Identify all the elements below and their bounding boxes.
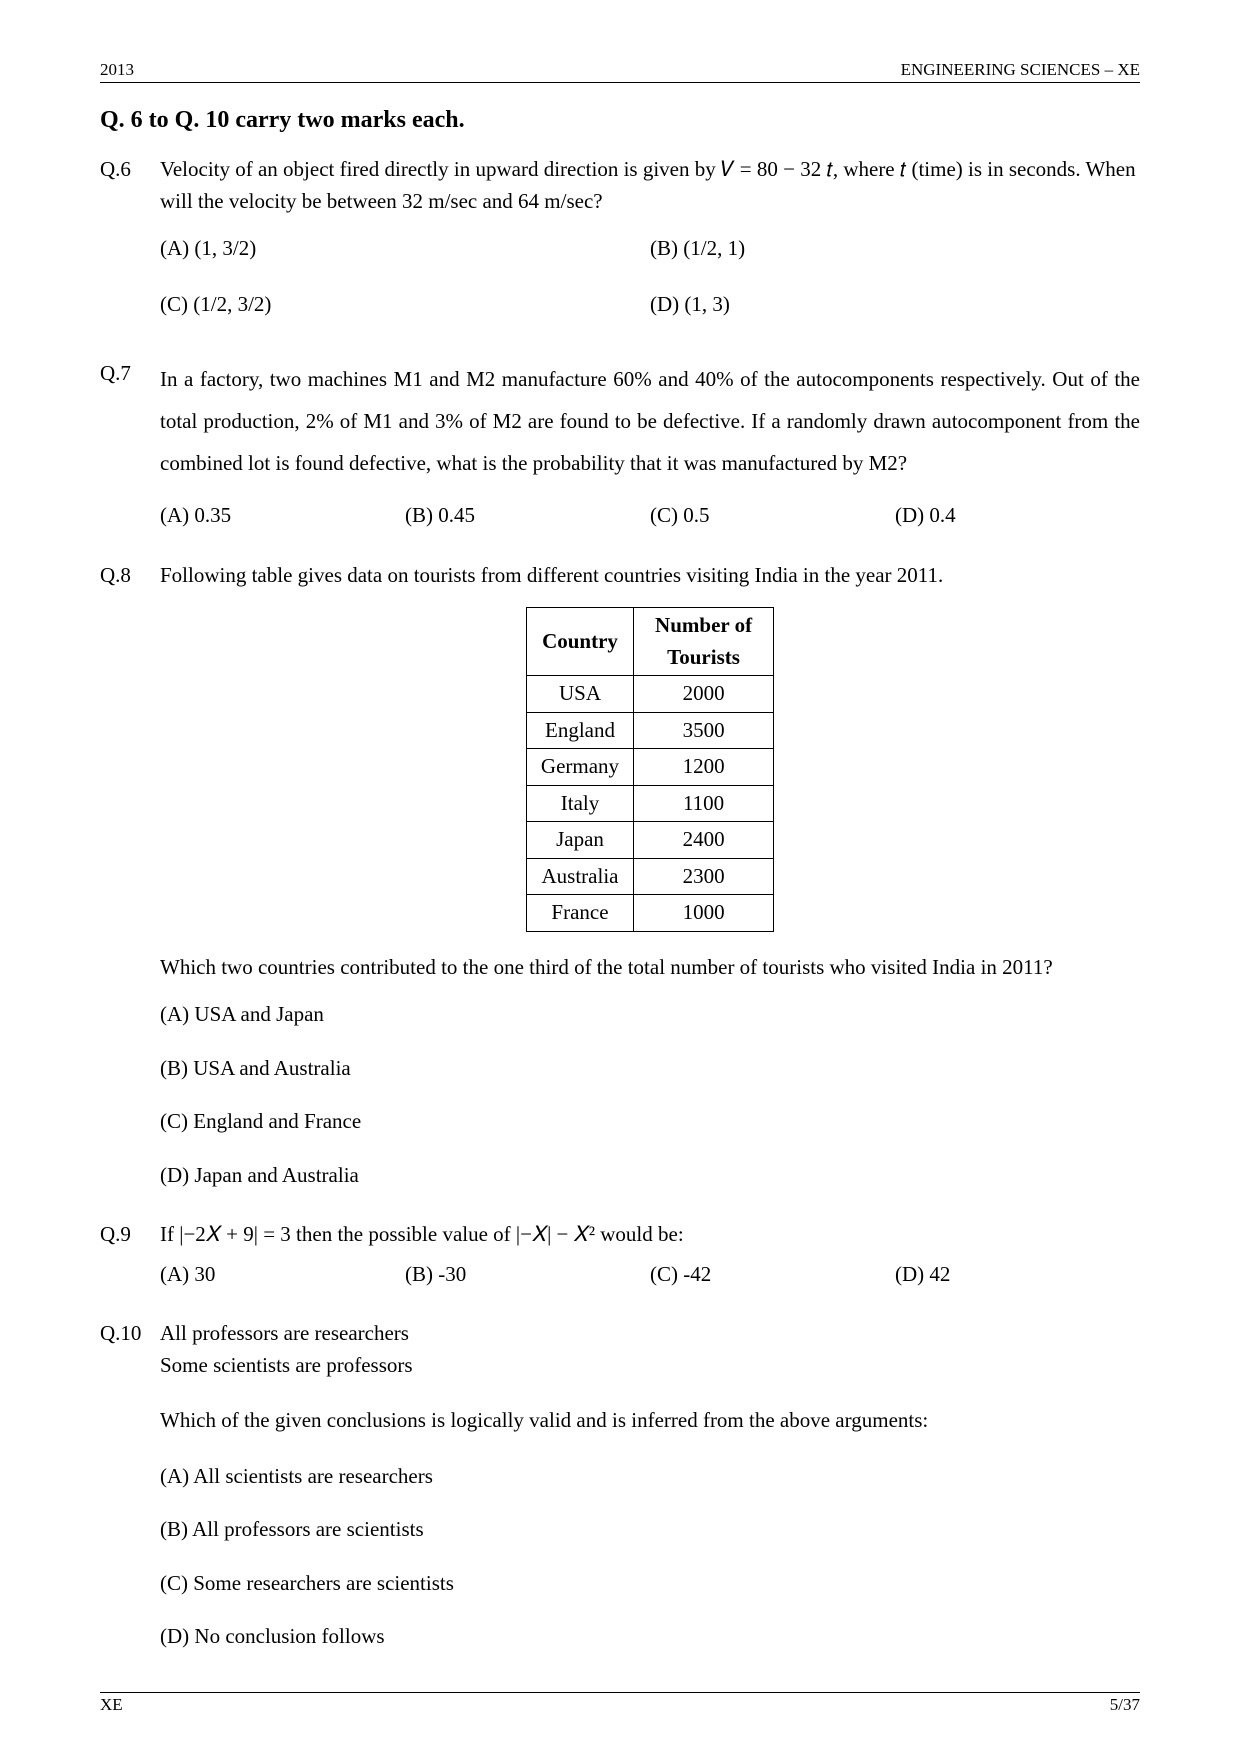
option-d: (D) (1, 3): [650, 289, 1140, 321]
table-row: France1000: [526, 895, 773, 932]
table-row: Italy1100: [526, 785, 773, 822]
option-b: (B) USA and Australia: [160, 1053, 1140, 1085]
q9-post: would be:: [595, 1222, 684, 1246]
header-subject: ENGINEERING SCIENCES – XE: [901, 60, 1140, 80]
tourist-cell: 2400: [634, 822, 774, 859]
question-body: All professors are researchers Some scie…: [160, 1318, 1140, 1675]
country-cell: USA: [526, 676, 633, 713]
column-header-tourists: Number of Tourists: [634, 608, 774, 676]
question-body: Following table gives data on tourists f…: [160, 560, 1140, 1192]
question-text: In a factory, two machines M1 and M2 man…: [160, 358, 1140, 484]
country-cell: France: [526, 895, 633, 932]
country-cell: Japan: [526, 822, 633, 859]
option-d: (D) 0.4: [895, 500, 1140, 532]
option-c: (C) Some researchers are scientists: [160, 1568, 1140, 1600]
q10-prompt: Which of the given conclusions is logica…: [160, 1405, 1140, 1437]
option-d: (D) 42: [895, 1259, 1140, 1291]
q10-premise-1: All professors are researchers: [160, 1318, 1140, 1350]
option-b: (B) All professors are scientists: [160, 1514, 1140, 1546]
q6-text-pre: Velocity of an object fired directly in …: [160, 157, 721, 181]
tourist-cell: 1200: [634, 749, 774, 786]
option-a: (A) 30: [160, 1259, 405, 1291]
tourist-table: Country Number of Tourists USA2000 Engla…: [526, 607, 774, 932]
option-c: (C) 0.5: [650, 500, 895, 532]
footer-code: XE: [100, 1695, 123, 1715]
table-row: Australia2300: [526, 858, 773, 895]
country-cell: Italy: [526, 785, 633, 822]
question-10: Q.10 All professors are researchers Some…: [100, 1318, 1140, 1675]
options-row: (C) (1/2, 3/2) (D) (1, 3): [160, 289, 1140, 321]
options-row: (A) (1, 3/2) (B) (1/2, 1): [160, 233, 1140, 265]
question-text: Following table gives data on tourists f…: [160, 560, 1140, 592]
question-number: Q.10: [100, 1318, 160, 1675]
question-body: In a factory, two machines M1 and M2 man…: [160, 358, 1140, 532]
page-footer: XE 5/37: [100, 1692, 1140, 1715]
footer-page-number: 5/37: [1110, 1695, 1140, 1715]
option-c: (C) England and France: [160, 1106, 1140, 1138]
options-row: (A) 30 (B) -30 (C) -42 (D) 42: [160, 1259, 1140, 1291]
q9-mid: then the possible value of: [291, 1222, 516, 1246]
question-number: Q.6: [100, 154, 160, 330]
tourist-cell: 1000: [634, 895, 774, 932]
q6-text-mid: , where: [833, 157, 900, 181]
question-8: Q.8 Following table gives data on touris…: [100, 560, 1140, 1192]
question-followup: Which two countries contributed to the o…: [160, 952, 1140, 984]
option-a: (A) All scientists are researchers: [160, 1461, 1140, 1493]
tourist-cell: 2000: [634, 676, 774, 713]
option-b: (B) 0.45: [405, 500, 650, 532]
question-number: Q.8: [100, 560, 160, 1192]
tourist-cell: 3500: [634, 712, 774, 749]
options-row: (A) 0.35 (B) 0.45 (C) 0.5 (D) 0.4: [160, 500, 1140, 532]
header-year: 2013: [100, 60, 134, 80]
table-row: England3500: [526, 712, 773, 749]
option-c: (C) (1/2, 3/2): [160, 289, 650, 321]
country-cell: Germany: [526, 749, 633, 786]
option-b: (B) -30: [405, 1259, 650, 1291]
option-d: (D) No conclusion follows: [160, 1621, 1140, 1653]
question-9: Q.9 If |−2𝑋 + 9| = 3 then the possible v…: [100, 1219, 1140, 1290]
table-row: Japan2400: [526, 822, 773, 859]
country-cell: Australia: [526, 858, 633, 895]
question-7: Q.7 In a factory, two machines M1 and M2…: [100, 358, 1140, 532]
question-number: Q.9: [100, 1219, 160, 1290]
table-header-row: Country Number of Tourists: [526, 608, 773, 676]
option-a: (A) (1, 3/2): [160, 233, 650, 265]
option-a: (A) USA and Japan: [160, 999, 1140, 1031]
option-c: (C) -42: [650, 1259, 895, 1291]
question-body: Velocity of an object fired directly in …: [160, 154, 1140, 330]
q9-eq1: |−2𝑋 + 9| = 3: [179, 1222, 291, 1246]
question-6: Q.6 Velocity of an object fired directly…: [100, 154, 1140, 330]
option-b: (B) (1/2, 1): [650, 233, 1140, 265]
q9-pre: If: [160, 1222, 179, 1246]
table-row: USA2000: [526, 676, 773, 713]
page-header: 2013 ENGINEERING SCIENCES – XE: [100, 60, 1140, 83]
question-text: If |−2𝑋 + 9| = 3 then the possible value…: [160, 1219, 1140, 1251]
question-text: Velocity of an object fired directly in …: [160, 154, 1140, 217]
tourist-cell: 2300: [634, 858, 774, 895]
section-heading: Q. 6 to Q. 10 carry two marks each.: [100, 107, 1140, 134]
q10-premise-2: Some scientists are professors: [160, 1350, 1140, 1382]
exam-page: 2013 ENGINEERING SCIENCES – XE Q. 6 to Q…: [0, 0, 1240, 1755]
option-d: (D) Japan and Australia: [160, 1160, 1140, 1192]
q9-eq2: |−𝑋| − 𝑋²: [516, 1222, 595, 1246]
question-body: If |−2𝑋 + 9| = 3 then the possible value…: [160, 1219, 1140, 1290]
question-number: Q.7: [100, 358, 160, 532]
q6-equation: 𝑉 = 80 − 32 𝑡: [721, 157, 833, 181]
option-a: (A) 0.35: [160, 500, 405, 532]
table-row: Germany1200: [526, 749, 773, 786]
country-cell: England: [526, 712, 633, 749]
tourist-cell: 1100: [634, 785, 774, 822]
column-header-country: Country: [526, 608, 633, 676]
